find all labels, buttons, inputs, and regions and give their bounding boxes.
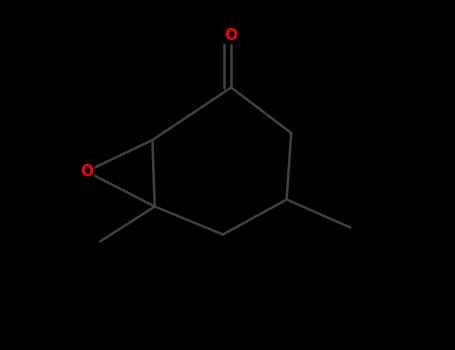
Text: O: O <box>225 28 238 42</box>
Text: O: O <box>80 164 93 179</box>
